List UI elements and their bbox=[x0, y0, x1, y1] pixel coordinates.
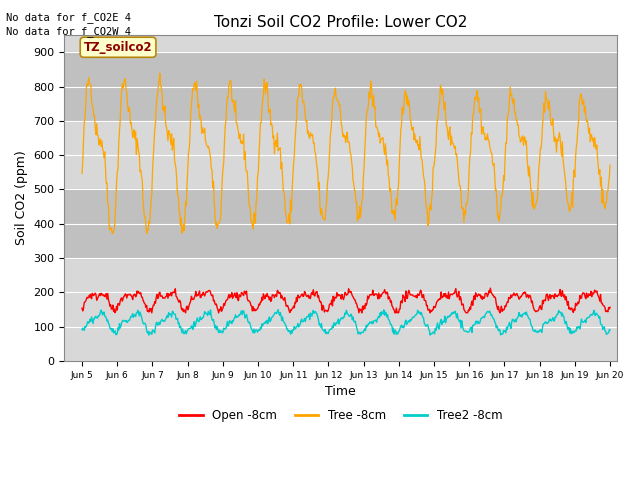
Text: No data for f_CO2E 4: No data for f_CO2E 4 bbox=[6, 12, 131, 23]
Y-axis label: Soil CO2 (ppm): Soil CO2 (ppm) bbox=[15, 151, 28, 245]
Legend: Open -8cm, Tree -8cm, Tree2 -8cm: Open -8cm, Tree -8cm, Tree2 -8cm bbox=[175, 404, 507, 427]
Bar bbox=[65, 190, 617, 258]
Text: No data for f_CO2W 4: No data for f_CO2W 4 bbox=[6, 26, 131, 37]
X-axis label: Time: Time bbox=[325, 385, 356, 398]
Bar bbox=[65, 52, 617, 121]
Title: Tonzi Soil CO2 Profile: Lower CO2: Tonzi Soil CO2 Profile: Lower CO2 bbox=[214, 15, 467, 30]
Text: TZ_soilco2: TZ_soilco2 bbox=[84, 41, 152, 54]
